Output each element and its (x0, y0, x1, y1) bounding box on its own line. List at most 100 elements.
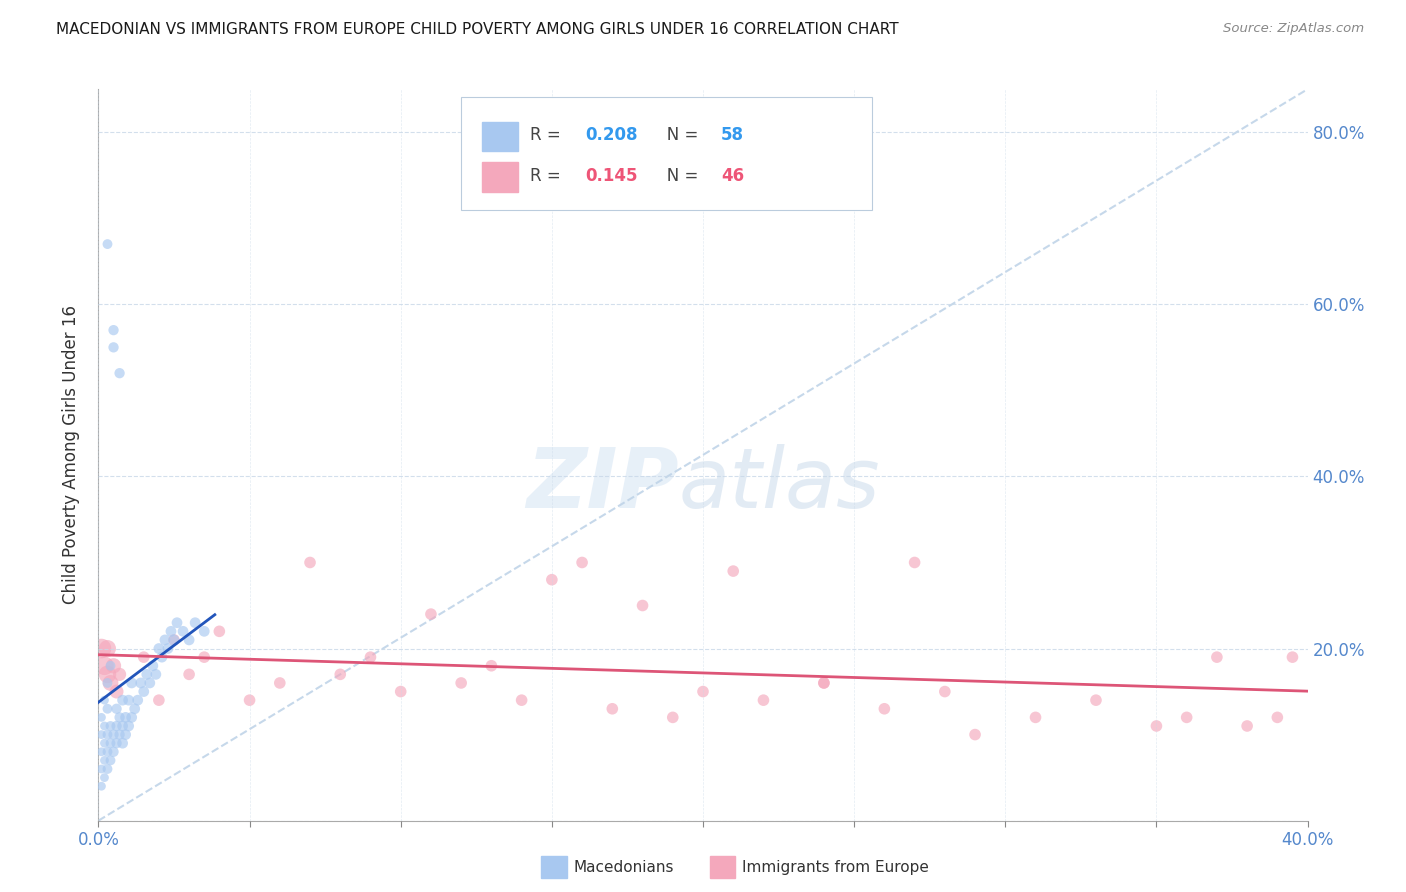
Point (108, 366, 131, 380)
Point (121, 710, 143, 724)
Point (108, 667, 131, 681)
Point (1024, 710, 1046, 724)
Point (100, 719, 122, 733)
Point (103, 745, 125, 759)
Point (93, 658, 115, 673)
Point (208, 624, 231, 639)
Point (100, 736, 122, 750)
Text: Source: ZipAtlas.com: Source: ZipAtlas.com (1223, 22, 1364, 36)
Text: 46: 46 (721, 167, 744, 185)
FancyBboxPatch shape (461, 96, 872, 210)
Point (934, 684, 956, 698)
Point (145, 667, 167, 681)
Point (100, 676, 122, 690)
Point (602, 702, 624, 716)
Point (100, 753, 122, 767)
Text: MACEDONIAN VS IMMIGRANTS FROM EUROPE CHILD POVERTY AMONG GIRLS UNDER 16 CORRELAT: MACEDONIAN VS IMMIGRANTS FROM EUROPE CHI… (56, 22, 898, 37)
Point (105, 702, 128, 716)
Point (299, 556, 322, 570)
Point (96, 667, 118, 681)
Point (114, 710, 136, 724)
Point (692, 684, 714, 698)
Point (108, 728, 131, 742)
Point (111, 736, 134, 750)
Point (90, 762, 112, 776)
Point (90, 728, 112, 742)
Point (108, 710, 131, 724)
Point (179, 632, 201, 647)
Point (93, 771, 115, 785)
Text: R =: R = (530, 167, 571, 185)
Point (965, 728, 987, 742)
Point (360, 650, 382, 665)
Point (1206, 650, 1229, 665)
Point (96, 676, 118, 690)
Point (389, 684, 412, 698)
Point (118, 693, 141, 707)
Point (100, 658, 122, 673)
Text: N =: N = (651, 167, 703, 185)
Point (96, 641, 118, 656)
Text: 0.145: 0.145 (586, 167, 638, 185)
Point (93, 753, 115, 767)
Point (150, 650, 173, 665)
Point (111, 719, 134, 733)
Point (540, 573, 562, 587)
Point (450, 676, 472, 690)
Point (1175, 710, 1198, 724)
Point (142, 658, 165, 673)
Point (93, 693, 115, 707)
Point (114, 728, 136, 742)
Point (329, 667, 352, 681)
Point (90, 745, 112, 759)
Point (904, 556, 927, 570)
Point (96, 762, 118, 776)
Point (90, 779, 112, 793)
Point (121, 676, 143, 690)
Point (1281, 650, 1303, 665)
Point (813, 676, 835, 690)
Text: R =: R = (530, 127, 571, 145)
Text: 0.208: 0.208 (586, 127, 638, 145)
Point (156, 641, 179, 656)
Text: ZIP: ZIP (526, 443, 679, 524)
Point (96, 745, 118, 759)
Point (172, 624, 194, 639)
Point (153, 632, 176, 647)
Point (103, 323, 125, 337)
Point (184, 615, 207, 630)
Bar (482, 162, 517, 192)
Point (96, 702, 118, 716)
Point (813, 676, 835, 690)
Point (111, 693, 134, 707)
Point (631, 599, 654, 613)
Point (269, 676, 291, 690)
Y-axis label: Child Poverty Among Girls Under 16: Child Poverty Among Girls Under 16 (62, 305, 80, 605)
Point (105, 736, 128, 750)
Point (103, 340, 125, 354)
Point (163, 632, 186, 647)
Point (571, 556, 593, 570)
Point (163, 632, 186, 647)
Point (118, 719, 141, 733)
Point (103, 728, 125, 742)
Point (193, 650, 215, 665)
Text: 58: 58 (721, 127, 744, 145)
Point (481, 658, 503, 673)
Point (93, 736, 115, 750)
Point (752, 693, 775, 707)
Point (166, 615, 188, 630)
Point (139, 676, 162, 690)
Point (160, 624, 183, 639)
Text: atlas: atlas (679, 443, 880, 524)
Point (1085, 693, 1108, 707)
Point (124, 702, 146, 716)
Point (90, 641, 112, 656)
Point (193, 624, 215, 639)
Point (723, 564, 745, 578)
Point (420, 607, 443, 621)
Point (105, 684, 128, 698)
Point (1144, 719, 1167, 733)
Point (127, 693, 149, 707)
Point (96, 728, 118, 742)
